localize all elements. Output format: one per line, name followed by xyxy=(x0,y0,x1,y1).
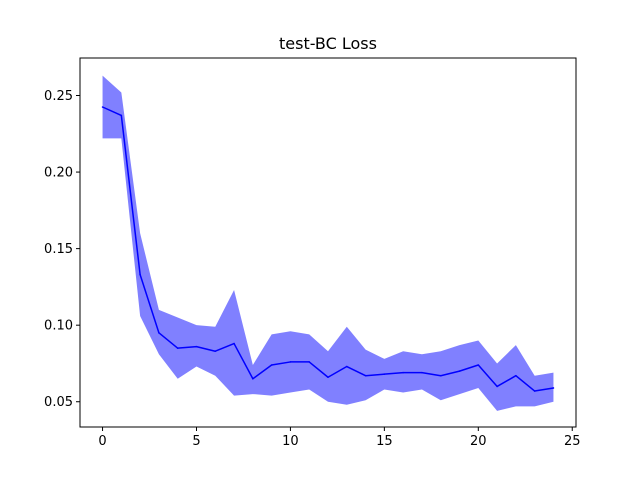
series-0-point xyxy=(383,373,386,375)
series-0-point xyxy=(195,345,198,348)
chart-title: test-BC Loss xyxy=(279,34,377,53)
series-0-point xyxy=(101,106,104,108)
x-tick-label: 25 xyxy=(564,434,581,449)
series-0-point xyxy=(364,374,367,377)
series-0-point xyxy=(458,370,461,372)
plot-frame xyxy=(79,57,577,428)
x-tick-label: 20 xyxy=(470,434,487,449)
series-0-point xyxy=(176,347,179,349)
x-tick-label: 10 xyxy=(282,434,299,449)
series-0-point xyxy=(421,371,423,374)
series-0-point xyxy=(270,364,273,366)
series-0-point xyxy=(477,364,480,366)
series-0-point xyxy=(252,377,254,380)
y-tick-label: 0.05 xyxy=(44,395,73,410)
series-0-band xyxy=(102,75,554,411)
y-tick-label: 0.15 xyxy=(44,242,73,257)
series-0-point xyxy=(158,332,160,334)
x-tick-label: 15 xyxy=(376,434,393,449)
y-tick-label: 0.10 xyxy=(44,319,73,334)
series-0-point xyxy=(345,365,348,368)
y-tick-label: 0.25 xyxy=(44,89,73,104)
axes: 0 5 10 15 20 25 0.05 0.10 0.15 0.20 0.25 xyxy=(44,57,581,449)
series-0-point xyxy=(120,114,123,117)
series-0-point xyxy=(496,385,498,388)
series-0-point xyxy=(214,350,217,353)
x-tick-label: 5 xyxy=(192,434,200,449)
x-tick-label: 0 xyxy=(98,434,106,449)
series-0-point xyxy=(552,387,555,389)
plot-area xyxy=(101,75,555,411)
series-0-point xyxy=(289,361,292,363)
y-tick-label: 0.20 xyxy=(44,166,73,181)
series-0-point xyxy=(139,273,141,276)
series-0-point xyxy=(402,371,404,374)
series-0-point xyxy=(515,374,517,377)
series-0-point xyxy=(308,361,311,363)
series-0-point xyxy=(233,342,235,345)
series-0-point xyxy=(439,374,442,377)
series-0-point xyxy=(327,376,329,379)
series-0-point xyxy=(533,390,536,392)
